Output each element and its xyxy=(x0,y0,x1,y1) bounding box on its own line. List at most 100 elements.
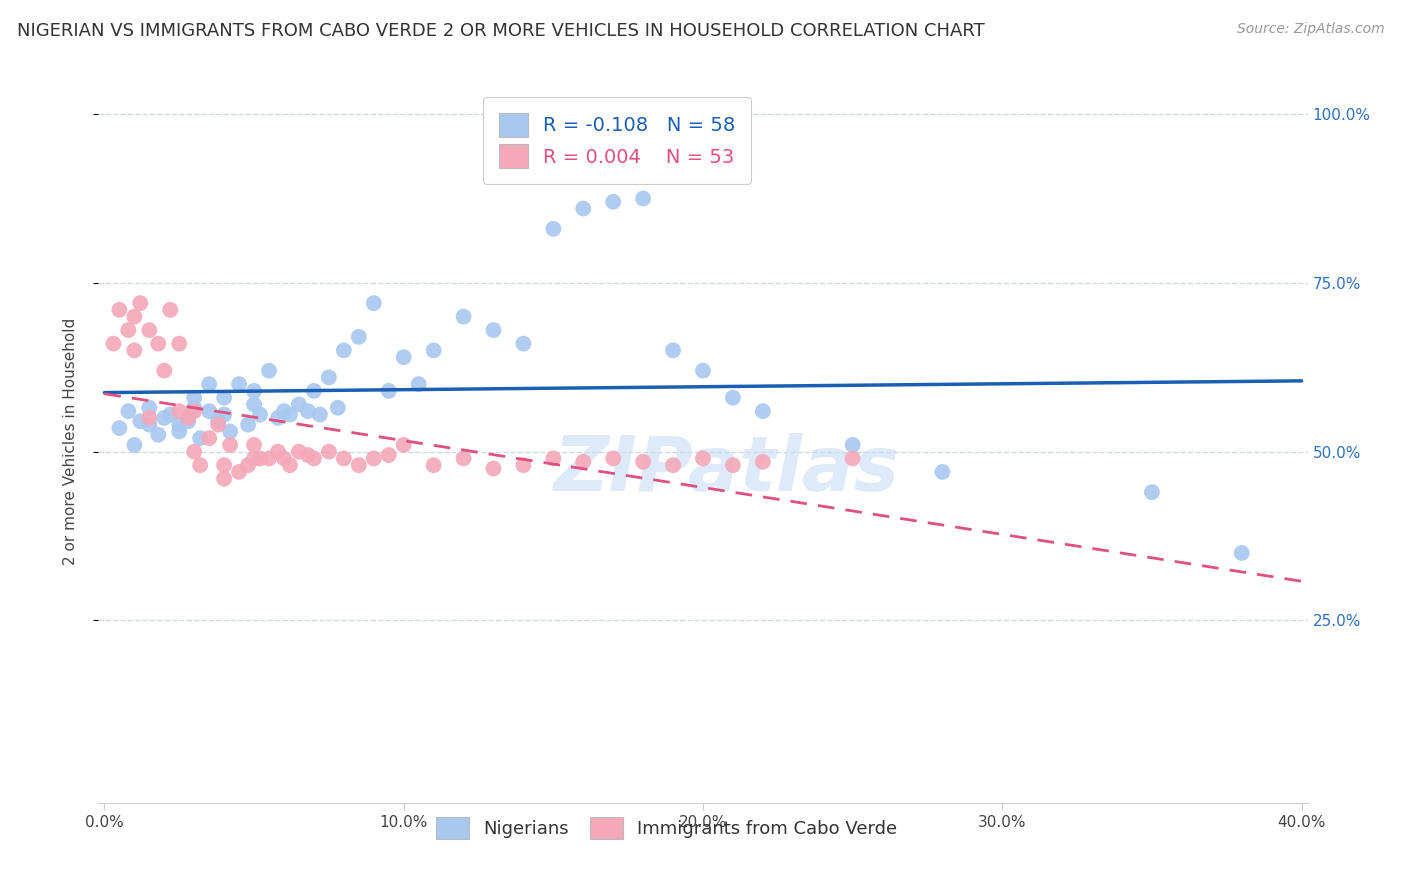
Point xyxy=(148,336,170,351)
Point xyxy=(212,472,235,486)
Point xyxy=(543,451,565,466)
Point xyxy=(302,451,325,466)
Point xyxy=(167,336,190,351)
Point xyxy=(408,377,430,392)
Point xyxy=(453,451,475,466)
Point xyxy=(288,397,311,411)
Point xyxy=(482,461,505,475)
Point xyxy=(124,343,146,358)
Point xyxy=(333,343,356,358)
Point xyxy=(257,364,280,378)
Point xyxy=(129,414,152,428)
Point xyxy=(219,438,242,452)
Point xyxy=(212,391,235,405)
Point xyxy=(207,414,229,428)
Point xyxy=(333,451,356,466)
Point xyxy=(841,438,863,452)
Point xyxy=(302,384,325,398)
Point xyxy=(543,222,565,236)
Text: ZIPatlas: ZIPatlas xyxy=(554,434,900,508)
Point xyxy=(159,302,181,317)
Point xyxy=(219,425,242,439)
Point xyxy=(207,417,229,432)
Point xyxy=(138,323,160,337)
Point xyxy=(297,448,319,462)
Point xyxy=(363,451,385,466)
Point xyxy=(138,411,160,425)
Text: NIGERIAN VS IMMIGRANTS FROM CABO VERDE 2 OR MORE VEHICLES IN HOUSEHOLD CORRELATI: NIGERIAN VS IMMIGRANTS FROM CABO VERDE 2… xyxy=(17,22,984,40)
Point xyxy=(692,451,714,466)
Point xyxy=(228,377,250,392)
Point xyxy=(377,384,399,398)
Point xyxy=(183,391,205,405)
Point xyxy=(228,465,250,479)
Point xyxy=(1140,485,1163,500)
Point xyxy=(278,408,301,422)
Point xyxy=(108,421,131,435)
Point xyxy=(273,451,295,466)
Point xyxy=(1230,546,1253,560)
Point xyxy=(297,404,319,418)
Point xyxy=(288,444,311,458)
Text: Source: ZipAtlas.com: Source: ZipAtlas.com xyxy=(1237,22,1385,37)
Point xyxy=(138,401,160,415)
Point xyxy=(188,458,211,472)
Point xyxy=(212,408,235,422)
Point xyxy=(841,451,863,466)
Point xyxy=(243,384,266,398)
Point xyxy=(662,458,685,472)
Point xyxy=(117,404,139,418)
Point xyxy=(662,343,685,358)
Point xyxy=(752,455,775,469)
Point xyxy=(167,404,190,418)
Point xyxy=(257,451,280,466)
Point xyxy=(117,323,139,337)
Point xyxy=(198,377,221,392)
Point xyxy=(129,296,152,310)
Point xyxy=(249,408,271,422)
Point xyxy=(631,191,654,205)
Point xyxy=(243,451,266,466)
Point xyxy=(347,458,370,472)
Point xyxy=(392,350,415,364)
Point xyxy=(177,414,200,428)
Point xyxy=(721,458,744,472)
Point xyxy=(183,401,205,415)
Point xyxy=(482,323,505,337)
Point xyxy=(198,431,221,445)
Point xyxy=(721,391,744,405)
Legend: Nigerians, Immigrants from Cabo Verde: Nigerians, Immigrants from Cabo Verde xyxy=(427,808,907,848)
Point xyxy=(236,417,259,432)
Point xyxy=(243,438,266,452)
Point xyxy=(309,408,332,422)
Point xyxy=(602,194,624,209)
Point xyxy=(267,444,290,458)
Point xyxy=(422,343,444,358)
Point xyxy=(148,427,170,442)
Point xyxy=(159,408,181,422)
Point xyxy=(183,404,205,418)
Y-axis label: 2 or more Vehicles in Household: 2 or more Vehicles in Household xyxy=(63,318,77,566)
Point xyxy=(212,458,235,472)
Point xyxy=(236,458,259,472)
Point xyxy=(278,458,301,472)
Point xyxy=(273,404,295,418)
Point xyxy=(453,310,475,324)
Point xyxy=(124,310,146,324)
Point xyxy=(512,336,534,351)
Point xyxy=(392,438,415,452)
Point xyxy=(103,336,125,351)
Point xyxy=(422,458,444,472)
Point xyxy=(326,401,349,415)
Point xyxy=(512,458,534,472)
Point xyxy=(108,302,131,317)
Point xyxy=(347,330,370,344)
Point xyxy=(692,364,714,378)
Point xyxy=(177,411,200,425)
Point xyxy=(138,417,160,432)
Point xyxy=(153,364,176,378)
Point xyxy=(572,455,595,469)
Point xyxy=(377,448,399,462)
Point xyxy=(153,411,176,425)
Point xyxy=(318,444,340,458)
